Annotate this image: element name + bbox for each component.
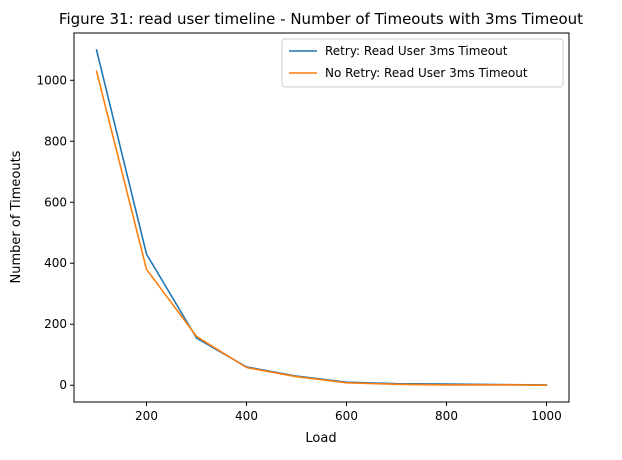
legend-label-1: Retry: Read User 3ms Timeout [325, 44, 508, 58]
x-axis-label: Load [305, 431, 336, 446]
x-tick-label: 400 [235, 409, 258, 423]
y-axis-label: Number of Timeouts [9, 150, 24, 283]
y-tick-label: 200 [44, 317, 67, 331]
legend: Retry: Read User 3ms Timeout No Retry: Re… [281, 38, 564, 88]
x-tick-label: 600 [335, 409, 358, 423]
y-tick-label: 600 [44, 195, 67, 209]
series-line-1 [95, 48, 548, 386]
x-tick-label: 800 [435, 409, 458, 423]
y-tick-label: 0 [59, 378, 67, 392]
series-line-2 [95, 70, 548, 387]
x-tick-label: 1000 [531, 409, 562, 423]
y-axis: 0 200 400 600 800 1000 [36, 73, 74, 392]
legend-label-2: No Retry: Read User 3ms Timeout [325, 66, 528, 80]
x-tick-label: 200 [135, 409, 158, 423]
chart-title: Figure 31: read user timeline - Number o… [59, 10, 583, 28]
legend-frame [281, 38, 564, 88]
y-tick-label: 1000 [36, 73, 67, 87]
y-tick-label: 800 [44, 134, 67, 148]
x-axis: 200 400 600 800 1000 [135, 402, 562, 423]
plot-area [73, 32, 570, 403]
series-group [95, 48, 548, 387]
plot-frame [73, 32, 570, 403]
y-tick-label: 400 [44, 256, 67, 270]
